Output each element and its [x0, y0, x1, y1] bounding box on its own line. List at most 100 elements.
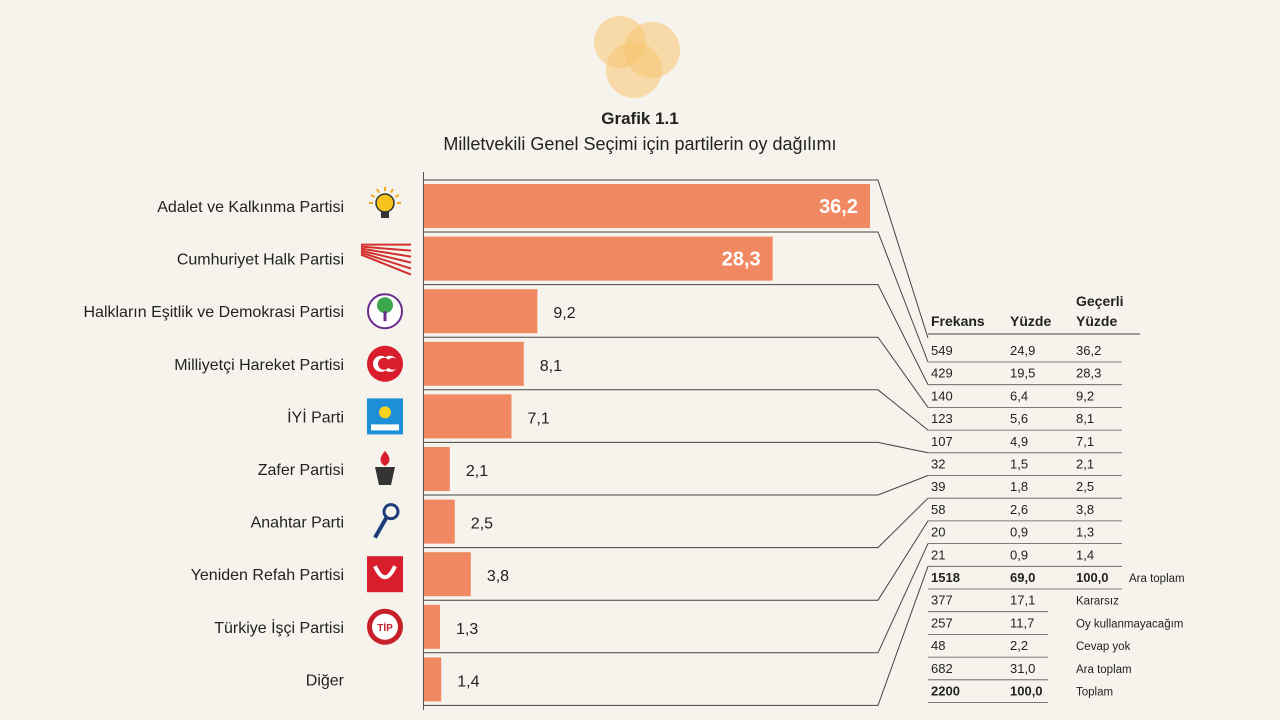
bar-value-label: 2,1 — [466, 463, 488, 480]
crescents-icon — [367, 345, 403, 382]
connector-line — [424, 389, 929, 431]
table-row-label: Cevap yok — [1076, 641, 1131, 653]
connector-line — [424, 336, 929, 408]
category-label: Türkiye İşçi Partisi — [214, 618, 344, 637]
table-row-label: Oy kullanmayacağım — [1076, 618, 1183, 630]
table-cell-yuzde: 0,9 — [1010, 525, 1028, 540]
table-cell-frekans: 682 — [931, 661, 953, 676]
connector-line — [424, 231, 929, 363]
table-cell-frekans: 1518 — [931, 570, 960, 585]
category-label: Cumhuriyet Halk Partisi — [177, 252, 344, 269]
bar — [424, 447, 450, 491]
bar-value-label: 7,1 — [527, 410, 549, 427]
bar-value-label: 8,1 — [540, 358, 562, 375]
table-cell-frekans: 549 — [931, 343, 953, 358]
key-icon — [373, 503, 400, 539]
tip-logo-icon: TİP — [367, 608, 403, 645]
bar-value-label: 28,3 — [722, 249, 761, 271]
connector-line — [424, 441, 929, 454]
table-header-gecerli-yuzde: Geçerli Yüzde — [1076, 293, 1123, 329]
chart-subtitle: Milletvekili Genel Seçimi için partileri… — [443, 134, 837, 154]
bar-value-label: 2,5 — [471, 516, 493, 533]
table-cell-yuzde: 31,0 — [1010, 661, 1035, 676]
table-header-yuzde: Yüzde — [1010, 313, 1051, 329]
table-cell-yuzde: 0,9 — [1010, 547, 1028, 562]
bar — [424, 552, 471, 597]
svg-text:TİP: TİP — [377, 621, 393, 634]
table-cell-gecerli: 28,3 — [1076, 366, 1101, 381]
tree-icon — [367, 293, 403, 330]
table-cell-yuzde: 2,2 — [1010, 638, 1028, 653]
table-cell-gecerli: 8,1 — [1076, 411, 1094, 426]
bar-value-label: 1,3 — [456, 621, 478, 638]
bar-value-label: 3,8 — [487, 568, 509, 585]
category-label: Milliyetçi Hareket Partisi — [174, 357, 344, 374]
bar-value-label: 9,2 — [553, 305, 575, 322]
table-cell-gecerli: 2,1 — [1076, 457, 1094, 472]
table-cell-gecerli: 1,3 — [1076, 525, 1094, 540]
connector-line — [424, 543, 929, 654]
chart-title: Grafik 1.1 — [601, 109, 679, 128]
table-cell-yuzde: 11,7 — [1010, 615, 1034, 630]
table-cell-frekans: 123 — [931, 411, 953, 426]
table-cell-yuzde: 1,5 — [1010, 457, 1028, 472]
table-cell-yuzde: 17,1 — [1010, 593, 1035, 608]
table-row-label: Ara toplam — [1129, 573, 1185, 585]
category-label: İYİ Parti — [287, 407, 344, 426]
torch-icon — [375, 451, 395, 485]
category-label: Adalet ve Kalkınma Partisi — [157, 199, 344, 216]
bar-value-label: 1,4 — [457, 673, 479, 690]
table-cell-yuzde: 4,9 — [1010, 434, 1028, 449]
table-cell-yuzde: 2,6 — [1010, 502, 1028, 517]
table-cell-yuzde: 6,4 — [1010, 388, 1028, 403]
connector-lines — [424, 179, 929, 706]
connector-line — [424, 520, 929, 601]
category-label: Halkların Eşitlik ve Demokrasi Partisi — [83, 304, 344, 321]
connector-diagonal — [877, 179, 929, 339]
bar-value-label: 36,2 — [819, 196, 858, 218]
table-cell-frekans: 257 — [931, 615, 953, 630]
table-cell-yuzde: 5,6 — [1010, 411, 1028, 426]
six-arrows-icon — [360, 243, 412, 276]
bar — [424, 394, 512, 439]
bar — [424, 499, 455, 544]
table-cell-gecerli: 100,0 — [1076, 570, 1109, 585]
table-cell-yuzde: 100,0 — [1010, 684, 1043, 699]
table-cell-frekans: 20 — [931, 525, 945, 540]
table-cell-gecerli: 36,2 — [1076, 343, 1101, 358]
table-cell-frekans: 107 — [931, 434, 953, 449]
bar — [424, 184, 870, 228]
connector-line — [424, 284, 929, 385]
bar — [424, 236, 773, 281]
lightbulb-icon — [369, 187, 401, 218]
table-row-label: Kararsız — [1076, 596, 1119, 608]
category-label: Anahtar Parti — [251, 515, 344, 532]
refah-logo-icon — [367, 556, 403, 593]
results-table: Frekans Yüzde Geçerli Yüzde 549 24,9 36,2 429 19… — [928, 293, 1185, 703]
party-icons: TİP — [360, 187, 412, 645]
bar — [424, 341, 524, 386]
bar — [424, 657, 442, 702]
table-cell-gecerli: 1,4 — [1076, 547, 1094, 562]
table-cell-frekans: 140 — [931, 388, 953, 403]
bar — [424, 604, 441, 649]
table-cell-yuzde: 1,8 — [1010, 479, 1028, 494]
table-cell-frekans: 21 — [931, 547, 945, 562]
table-cell-frekans: 48 — [931, 638, 945, 653]
star-sun-icon — [367, 398, 403, 435]
connector-line — [424, 475, 929, 496]
circles-logo-icon — [590, 12, 690, 98]
table-cell-frekans: 32 — [931, 457, 945, 472]
table-cell-gecerli: 3,8 — [1076, 502, 1094, 517]
category-label: Zafer Partisi — [258, 462, 344, 479]
connector-line — [424, 497, 929, 549]
table-cell-yuzde: 24,9 — [1010, 343, 1035, 358]
table-cell-gecerli: 7,1 — [1076, 434, 1094, 449]
table-cell-frekans: 39 — [931, 479, 945, 494]
table-cell-yuzde: 19,5 — [1010, 366, 1035, 381]
bars-group: 36,2 Adalet ve Kalkınma Partisi 28,3 Cumhur… — [83, 172, 870, 710]
table-header-frekans: Frekans — [931, 313, 985, 329]
table-cell-frekans: 2200 — [931, 684, 960, 699]
